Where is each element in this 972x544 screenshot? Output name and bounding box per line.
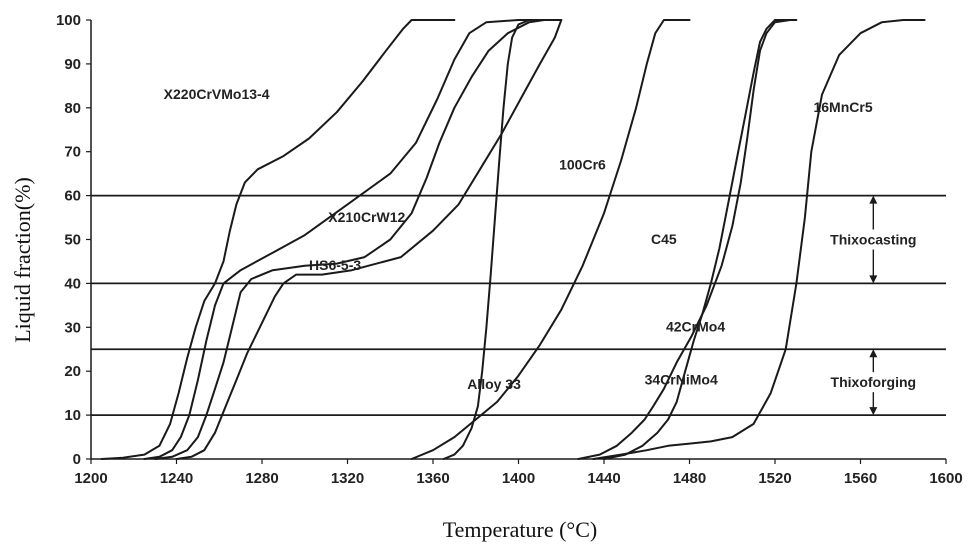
y-tick-label: 100 (56, 12, 81, 29)
zone-label-background (821, 372, 926, 393)
zone-arrow-head-down (869, 275, 878, 284)
y-tick-label: 90 (64, 56, 81, 73)
series-line-hs6-5-3 (154, 19, 546, 460)
x-tick-label: 1600 (929, 470, 962, 487)
x-tick-label: 1240 (160, 470, 193, 487)
y-tick-label: 10 (64, 407, 81, 424)
y-tick-label: 70 (64, 144, 81, 161)
series-line-c45 (410, 19, 691, 460)
y-axis-title: Liquid fraction(%) (10, 177, 35, 343)
y-tick-label: 40 (64, 275, 81, 292)
series-line-x210crw12 (143, 19, 563, 460)
y-tick-label: 20 (64, 363, 81, 380)
series-label: 16MnCr5 (813, 99, 872, 115)
series-line-16mncr5 (592, 19, 926, 460)
series-line-alloy-33 (175, 19, 563, 460)
y-tick-label: 0 (73, 451, 81, 468)
zone-arrow-head-down (869, 407, 878, 416)
x-tick-label: 1280 (245, 470, 278, 487)
series-label: C45 (651, 231, 677, 247)
series-label: 100Cr6 (559, 156, 606, 172)
x-tick-label: 1480 (673, 470, 706, 487)
x-axis-title: Temperature (°C) (443, 517, 597, 542)
zone-label: Thixoforging (831, 374, 917, 390)
series-line-100cr6 (442, 19, 546, 460)
x-tick-label: 1440 (587, 470, 620, 487)
x-tick-label: 1560 (844, 470, 877, 487)
zone-arrow-head-up (869, 195, 878, 204)
series-line-34crnimo4 (577, 19, 791, 460)
series-line-42crmo4 (603, 19, 798, 460)
y-tick-label: 30 (64, 319, 81, 336)
series-label: Alloy 33 (467, 376, 521, 392)
y-tick-label: 50 (64, 232, 81, 249)
x-tick-label: 1400 (502, 470, 535, 487)
zone-arrow-head-up (869, 349, 878, 358)
series-line-x220crvmo13-4 (100, 19, 456, 460)
series-label: HS6-5-3 (309, 257, 361, 273)
zone-label-background (821, 229, 926, 250)
plot-area: 0 10 20 30 40 50 60 70 80 90 100 1200 1240 1280 1320 13… (56, 12, 963, 487)
y-tick-label: 80 (64, 100, 81, 117)
y-tick-label: 60 (64, 188, 81, 205)
x-tick-label: 1360 (416, 470, 449, 487)
series-label: X210CrW12 (328, 209, 405, 225)
series-label: X220CrVMo13-4 (164, 86, 270, 102)
x-tick-label: 1520 (758, 470, 791, 487)
x-tick-label: 1320 (331, 470, 364, 487)
series-label: 42CrMo4 (666, 319, 725, 335)
series-label: 34CrNiMo4 (645, 371, 718, 387)
x-tick-label: 1200 (74, 470, 107, 487)
zone-label: Thixocasting (830, 232, 916, 248)
